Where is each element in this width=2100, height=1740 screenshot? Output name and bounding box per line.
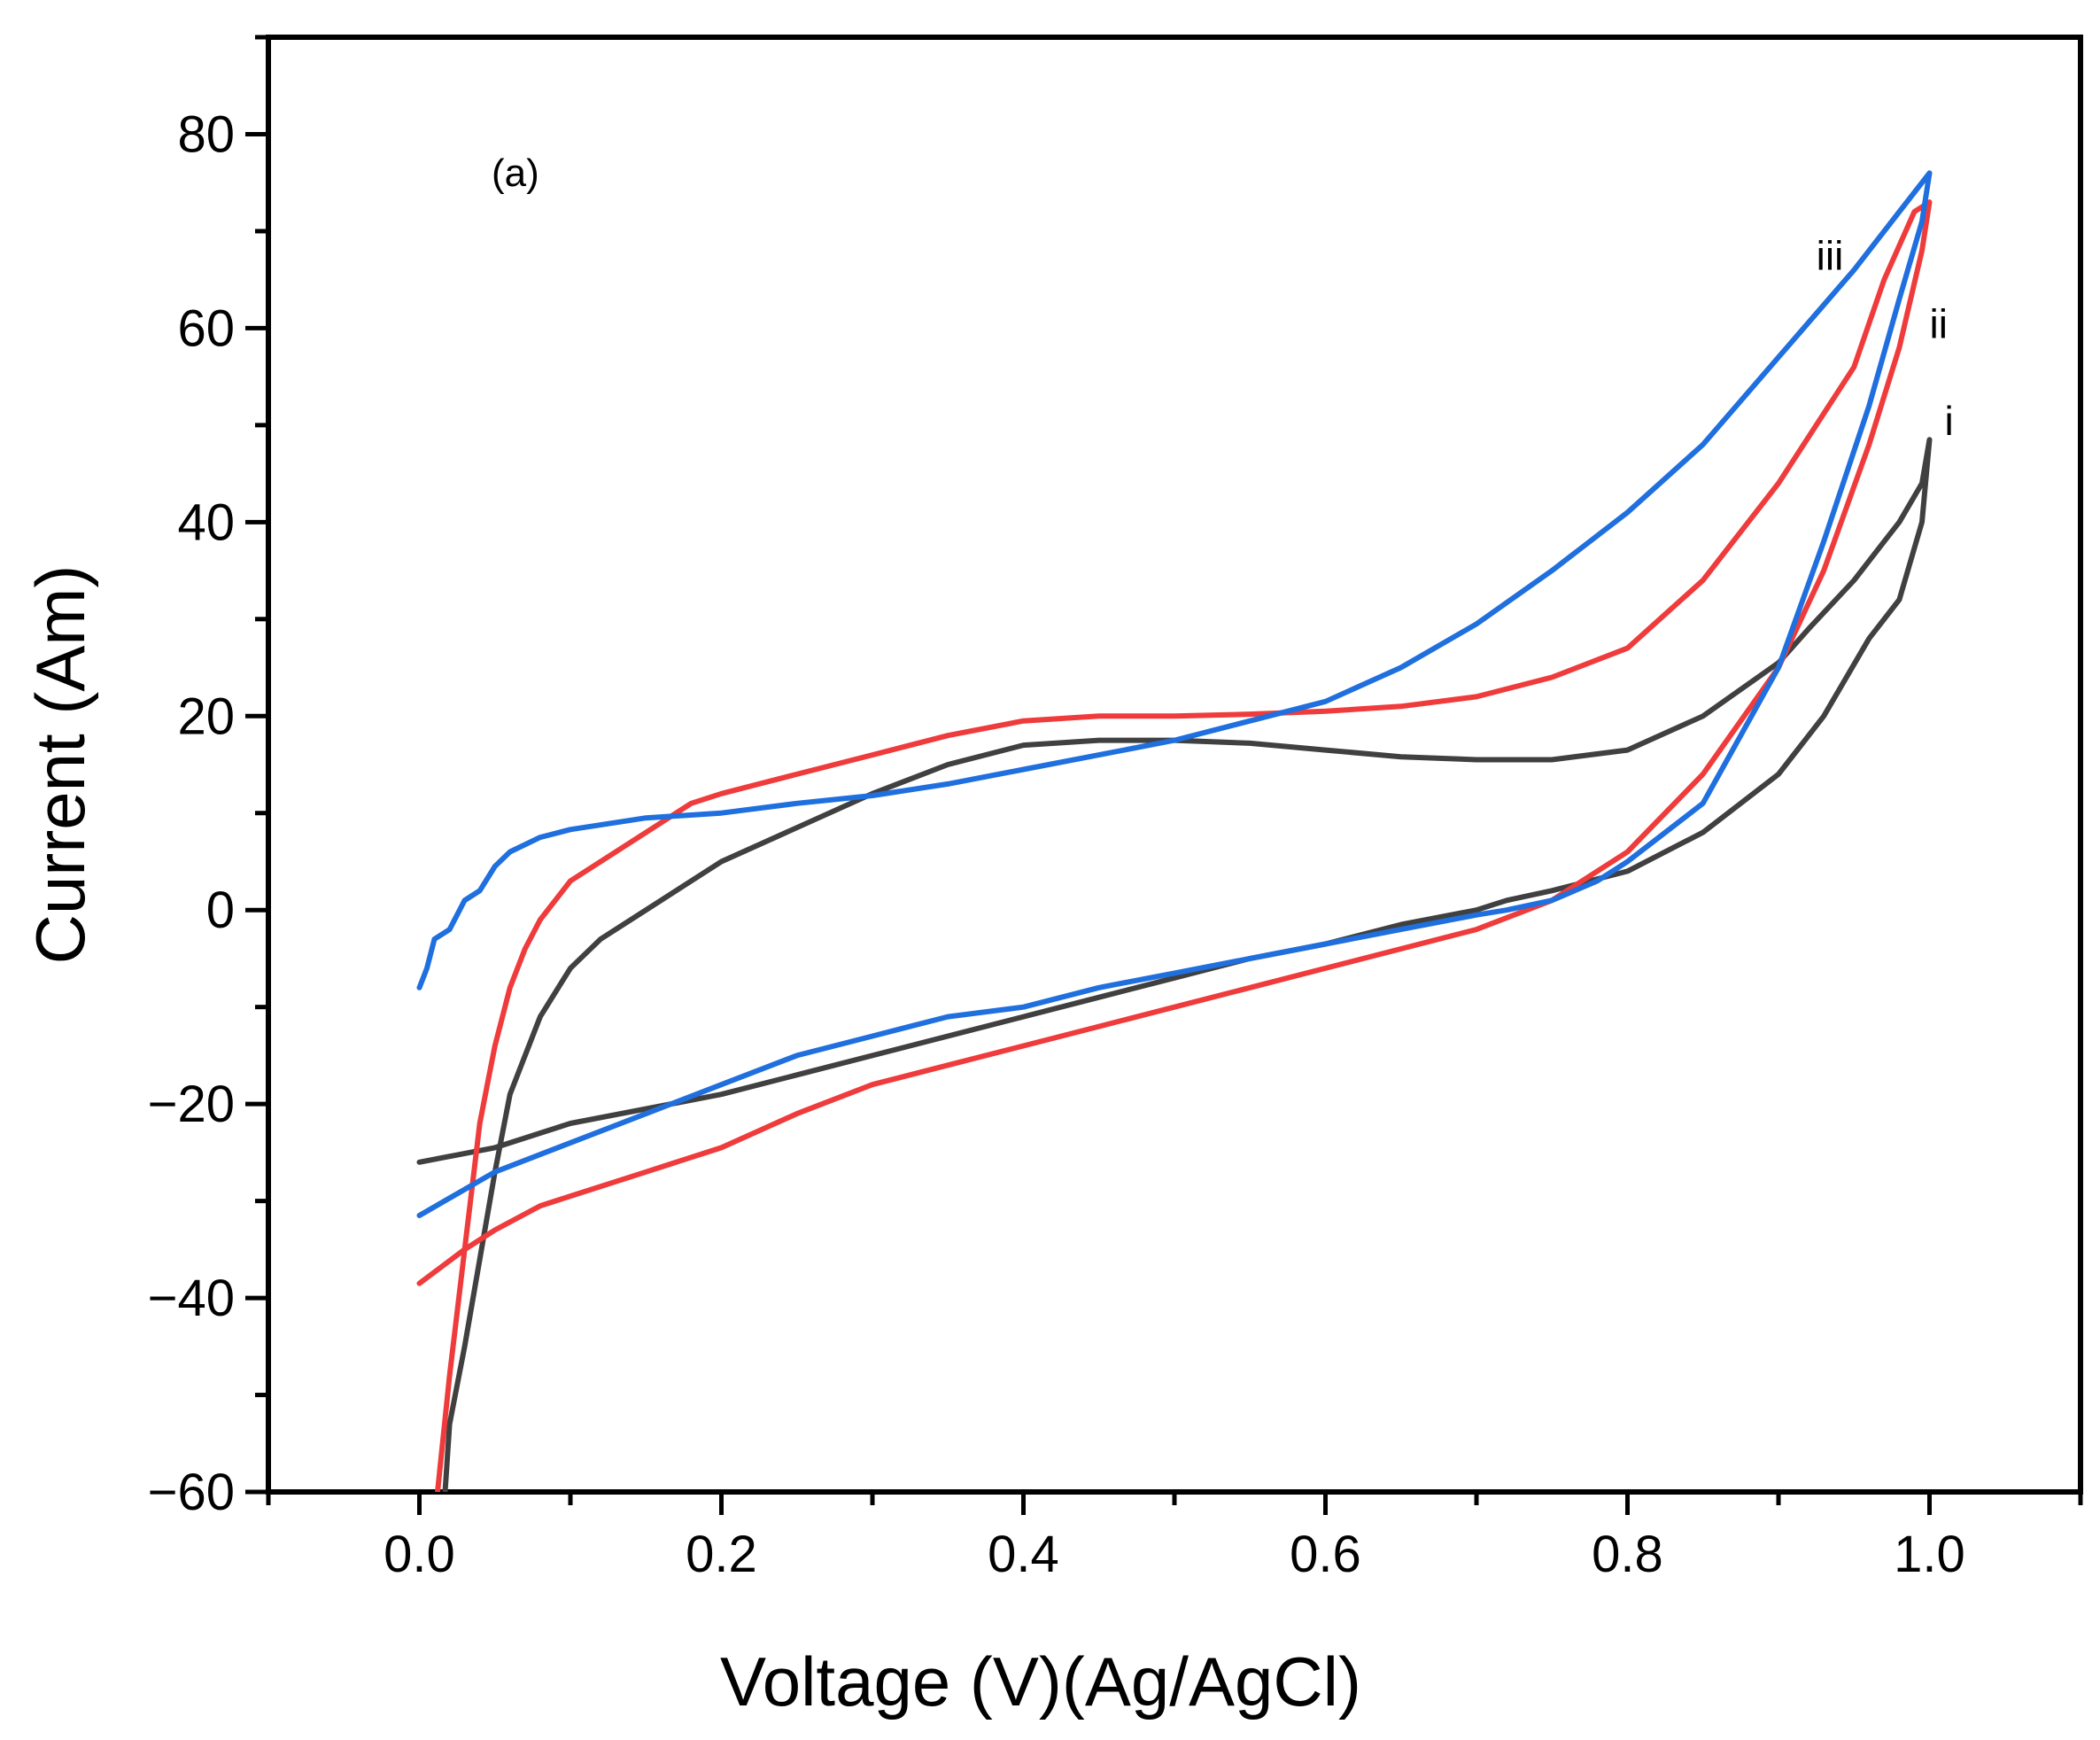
series-lines (416, 170, 1933, 1492)
series-line-iii (416, 170, 1933, 1218)
curve-label-ii: ii (1930, 300, 1948, 346)
y-tick-label: 20 (177, 687, 235, 745)
x-axis-title: Voltage (V)(Ag/AgCl) (720, 1643, 1361, 1721)
plot-frame (266, 35, 2083, 1495)
curve-label-iii: iii (1817, 233, 1844, 279)
x-tick-label: 0.0 (384, 1526, 455, 1583)
panel-annotation: (a) (492, 151, 539, 195)
y-tick-label: 40 (177, 493, 235, 551)
y-tick-label: −60 (148, 1464, 235, 1521)
series-line-i (416, 437, 1933, 1492)
x-tick-label: 0.4 (988, 1526, 1059, 1583)
x-tick-label: 1.0 (1894, 1526, 1965, 1583)
y-tick-label: −40 (148, 1270, 235, 1327)
x-tick-label: 0.2 (686, 1526, 757, 1583)
x-tick-label: 0.8 (1592, 1526, 1663, 1583)
y-tick-label: −20 (148, 1076, 235, 1133)
y-axis-ticks: −60 −40 −20 0 20 40 60 80 (148, 35, 268, 1521)
y-tick-label: 60 (177, 299, 235, 357)
x-axis-ticks: 0.0 0.2 0.4 0.6 0.8 1.0 (266, 1492, 2083, 1583)
series-line-ii (416, 199, 1933, 1492)
curve-label-i: i (1945, 398, 1954, 444)
y-tick-label: 80 (177, 105, 235, 163)
x-tick-label: 0.6 (1290, 1526, 1361, 1583)
y-axis-title: Current (Am) (21, 565, 99, 965)
y-tick-label: 0 (206, 882, 235, 939)
